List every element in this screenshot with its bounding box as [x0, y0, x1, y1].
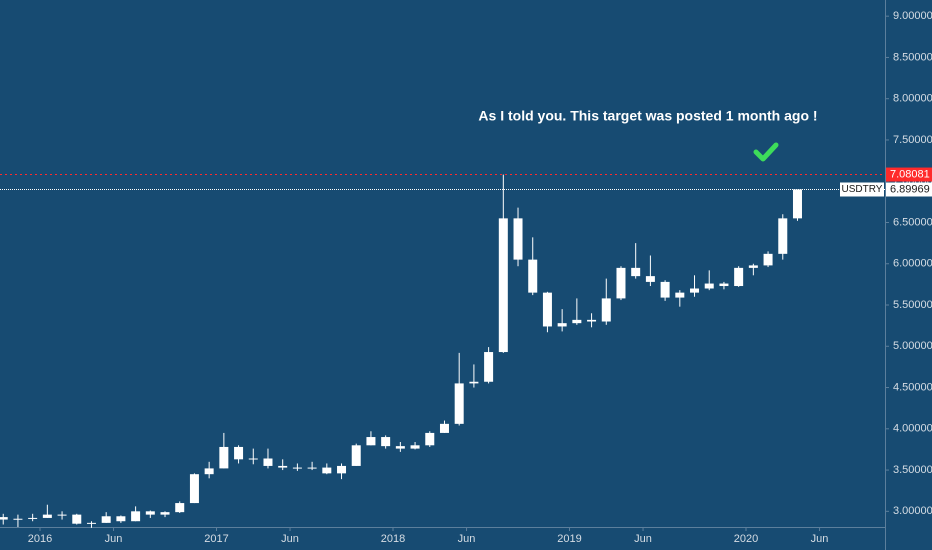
x-tick-label: 2018 — [381, 533, 405, 545]
x-tick-label: Jun — [281, 533, 299, 545]
y-tick-label: 8.00000 — [893, 93, 932, 105]
candle-body — [439, 423, 449, 433]
candle-body — [248, 458, 258, 460]
candle-body — [528, 259, 538, 293]
x-tick-label: Jun — [634, 533, 652, 545]
candle-body — [101, 516, 111, 523]
candle-body — [57, 514, 67, 516]
candle-body — [748, 265, 758, 268]
candle-body — [675, 292, 685, 298]
y-tick-label: 7.50000 — [893, 134, 932, 146]
candle-body — [557, 323, 567, 327]
candle-body — [28, 517, 38, 519]
y-tick-label: 4.50000 — [893, 381, 932, 393]
candle-body — [145, 511, 155, 515]
candle-body — [263, 458, 273, 466]
x-tick-label: Jun — [811, 533, 829, 545]
x-tick-label: 2016 — [28, 533, 52, 545]
candle-body — [337, 465, 347, 474]
price-label: 6.89969 — [890, 183, 930, 195]
price-label-box — [886, 182, 932, 197]
y-tick-label: 5.00000 — [893, 340, 932, 352]
x-tick-label: 2017 — [204, 533, 228, 545]
y-tick-label: 6.00000 — [893, 258, 932, 270]
y-tick-label: 8.50000 — [893, 51, 932, 63]
candle-body — [160, 512, 170, 515]
y-tick-label: 3.50000 — [893, 464, 932, 476]
candle-body — [616, 267, 626, 299]
price-label-box — [886, 167, 932, 182]
candle-body — [42, 514, 52, 518]
symbol-label: USDTRY — [842, 184, 883, 195]
candle-body — [498, 218, 508, 353]
candle-body — [131, 511, 141, 522]
candle-body — [454, 383, 464, 424]
candle-body — [116, 516, 126, 522]
candle-body — [381, 437, 391, 447]
candle-body — [234, 446, 244, 460]
candle-body — [13, 518, 23, 520]
y-tick-label: 3.00000 — [893, 505, 932, 517]
candle-body — [587, 319, 597, 322]
candle-body — [572, 319, 582, 324]
candle-body — [484, 352, 494, 382]
x-tick-label: 2019 — [557, 533, 581, 545]
candle-body — [631, 267, 641, 277]
candle-body — [469, 381, 479, 384]
candle-body — [601, 298, 611, 322]
price-label: 7.08081 — [890, 168, 930, 180]
candle-body — [690, 288, 700, 293]
x-tick-label: 2020 — [734, 533, 758, 545]
candle-body — [734, 267, 744, 287]
candle-body — [351, 445, 361, 466]
candle-body — [542, 292, 552, 327]
y-tick-label: 9.00000 — [893, 10, 932, 22]
candle-body — [704, 283, 714, 289]
candle-body — [292, 467, 302, 469]
candle-body — [366, 437, 376, 446]
candle-body — [778, 218, 788, 254]
candle-body — [395, 446, 405, 449]
check-mark — [753, 142, 779, 162]
y-tick-label: 4.00000 — [893, 423, 932, 435]
x-tick-label: Jun — [105, 533, 123, 545]
candle-body — [175, 503, 185, 513]
candle-body — [645, 276, 655, 282]
candle-body — [513, 218, 523, 260]
candle-body — [278, 465, 288, 468]
candle-body — [189, 474, 199, 504]
candle-body — [792, 189, 802, 219]
candle-body — [86, 522, 96, 524]
candle-body — [322, 467, 332, 474]
candle-body — [204, 468, 214, 475]
candle-body — [763, 253, 773, 266]
annotation: As I told you. This target was posted 1 … — [478, 108, 817, 124]
candle-body — [72, 514, 82, 524]
candle-body — [0, 517, 8, 520]
candle-body — [425, 432, 435, 446]
x-tick-label: Jun — [458, 533, 476, 545]
candle-body — [410, 445, 420, 449]
symbol-label-box — [840, 182, 884, 197]
candle-body — [219, 446, 229, 469]
candle-body — [307, 467, 317, 469]
y-tick-label: 6.50000 — [893, 216, 932, 228]
y-tick-label: 5.50000 — [893, 299, 932, 311]
candle-body — [660, 281, 670, 298]
candle-body — [719, 283, 729, 287]
